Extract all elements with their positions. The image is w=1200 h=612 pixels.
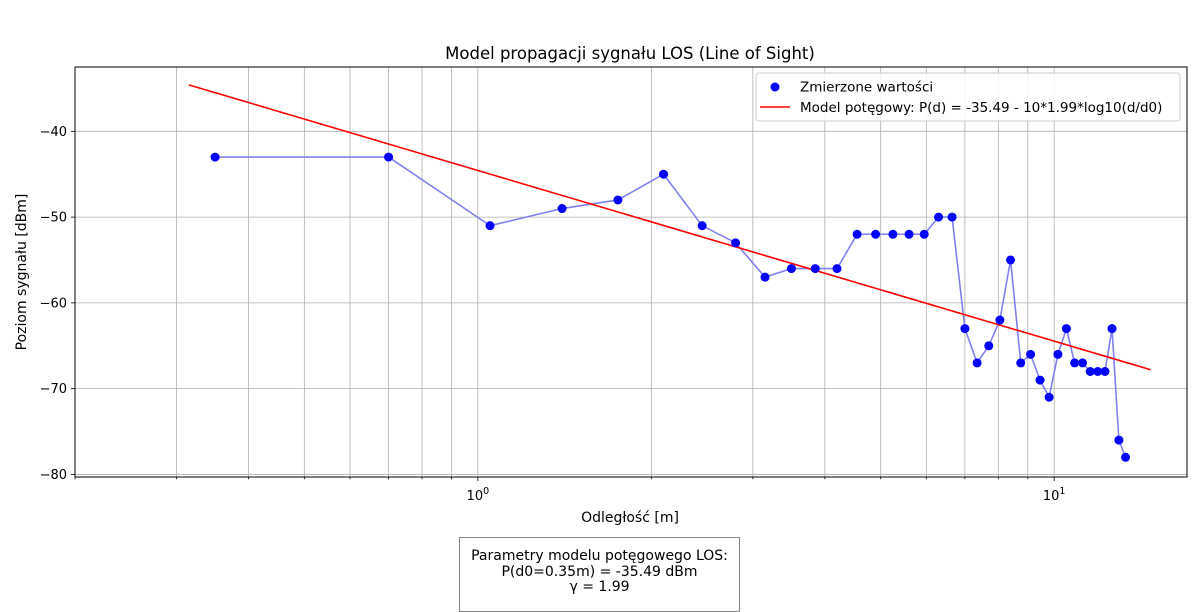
measured-point: [947, 212, 957, 222]
measured-point: [485, 221, 495, 231]
legend-label-measured: Zmierzone wartości: [800, 80, 933, 96]
legend: Zmierzone wartości Model potęgowy: P(d) …: [755, 72, 1181, 122]
y-tick-label: −60: [40, 296, 67, 311]
measured-point: [786, 264, 796, 274]
measured-point: [984, 341, 994, 351]
parameters-box-reference-power: P(d0=0.35m) = -35.49 dBm: [501, 563, 698, 580]
measured-point: [1085, 366, 1095, 376]
measured-point: [904, 229, 914, 239]
measured-point: [384, 152, 394, 162]
measured-point: [972, 358, 982, 368]
y-tick-label: −80: [40, 468, 67, 483]
measured-point: [1078, 358, 1088, 368]
y-tick-label: −70: [40, 382, 67, 397]
measured-point: [1006, 255, 1016, 265]
measured-point: [871, 229, 881, 239]
measured-point: [888, 229, 898, 239]
measured-point: [659, 169, 669, 179]
measured-point: [731, 238, 741, 248]
measured-point: [1070, 358, 1080, 368]
measured-point: [1035, 375, 1045, 385]
x-axis-title: Odległość [m]: [581, 510, 679, 526]
measured-point: [697, 221, 707, 231]
measured-point: [613, 195, 623, 205]
measured-point: [1044, 392, 1054, 402]
measured-point: [960, 324, 970, 334]
measured-point: [1053, 349, 1063, 359]
chart-title: Model propagacji sygnału LOS (Line of Si…: [445, 44, 815, 63]
y-tick-label: −50: [40, 211, 67, 226]
data-layer: [188, 84, 1151, 462]
measured-point: [1061, 324, 1071, 334]
measured-point: [995, 315, 1005, 325]
measured-point: [1107, 324, 1117, 334]
measured-point: [1093, 366, 1103, 376]
measured-point: [760, 272, 770, 282]
y-axis-title: Poziom sygnału [dBm]: [14, 194, 30, 351]
measured-point: [1121, 452, 1131, 462]
parameters-box-title: Parametry modelu potęgowego LOS:: [471, 548, 728, 564]
y-tick-label: −40: [40, 125, 67, 140]
grid-layer: [74, 67, 1187, 477]
measured-point: [557, 204, 567, 214]
parameters-box-gamma: γ = 1.99: [569, 579, 630, 595]
measured-point: [934, 212, 944, 222]
legend-label-model: Model potęgowy: P(d) = -35.49 - 10*1.99*…: [800, 100, 1162, 116]
measured-point: [832, 264, 842, 274]
measured-point: [919, 229, 929, 239]
legend-marker-measured: [770, 82, 780, 92]
measured-point: [810, 264, 820, 274]
measured-point: [1100, 366, 1110, 376]
measured-point: [1026, 349, 1036, 359]
x-tick-label: 101: [1043, 486, 1066, 504]
plot-background: [75, 67, 1187, 477]
plot-frame: [74, 66, 1188, 478]
tick-layer: −40 −50 −60 −70 −80 100 101: [40, 125, 1066, 504]
model-power-line: [188, 84, 1151, 371]
measured-point: [1114, 435, 1124, 445]
measured-point: [852, 229, 862, 239]
legend-box: [755, 72, 1181, 122]
x-tick-label: 100: [467, 486, 490, 504]
measured-point: [1016, 358, 1026, 368]
parameters-box: Parametry modelu potęgowego LOS: P(d0=0.…: [459, 537, 740, 612]
measured-point: [210, 152, 220, 162]
